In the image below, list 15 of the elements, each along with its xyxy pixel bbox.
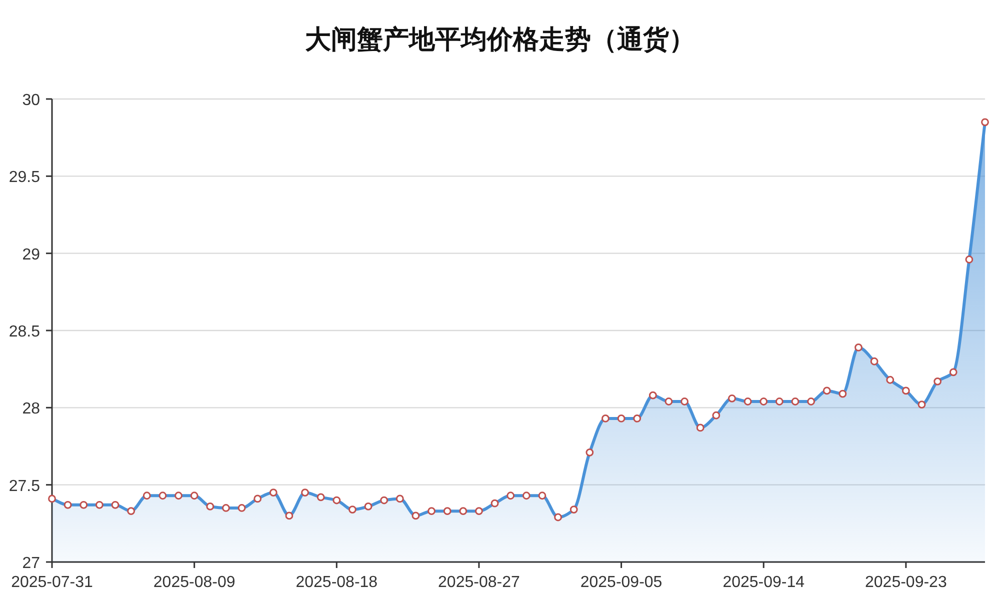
x-tick-label: 2025-09-23 — [865, 574, 947, 591]
y-tick-label: 27 — [22, 555, 40, 572]
y-tick-label: 27.5 — [8, 478, 40, 495]
x-tick-label: 2025-08-09 — [153, 574, 236, 591]
x-tick-label: 2025-09-05 — [580, 574, 662, 591]
chart-title: 大闸蟹产地平均价格走势（通货） — [305, 24, 695, 54]
y-tick-label: 28.5 — [8, 324, 40, 340]
x-tick-label: 2025-08-27 — [438, 574, 520, 591]
x-tick-label: 2025-09-14 — [722, 574, 805, 591]
x-tick-label: 2025-08-18 — [296, 574, 378, 591]
y-tick-label: 28 — [22, 400, 40, 418]
y-tick-label: 29 — [22, 246, 40, 264]
y-tick-label: 29.5 — [8, 169, 40, 186]
x-tick-label: 2025-07-31 — [11, 574, 94, 591]
y-tick-label: 30 — [22, 92, 40, 109]
